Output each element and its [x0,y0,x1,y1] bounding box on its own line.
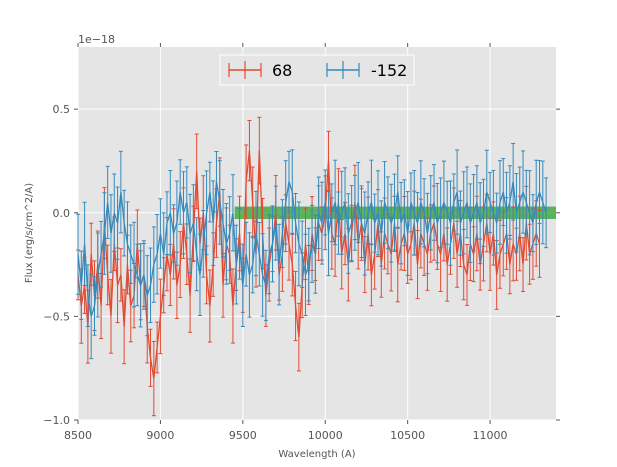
x-tick-label-4: 10500 [390,429,425,442]
x-tick-label-2: 9500 [229,429,257,442]
y-offset-label: 1e−18 [78,33,115,46]
legend: 68 -152 [219,54,415,86]
y-tick-label-0: −1.0 [43,414,70,427]
legend-item-68: 68 [228,61,292,80]
x-tick-label-5: 11000 [473,429,508,442]
y-axis-label: Flux (erg/s/cm^2/A) [24,183,35,283]
x-axis-label: Wavelength (A) [278,449,355,460]
legend-item-neg152: -152 [326,61,407,80]
x-tick-label-0: 8500 [64,429,92,442]
series-1 [76,142,549,360]
x-axis-ticks: 8500 9000 9500 10000 10500 11000 [64,43,508,442]
y-tick-label-1: −0.5 [43,310,70,323]
y-tick-label-3: 0.5 [53,103,71,116]
legend-label-68: 68 [272,61,292,80]
legend-label-neg152: -152 [371,61,407,80]
x-tick-label-1: 9000 [146,429,174,442]
y-axis-ticks: −1.0 −0.5 0.0 0.5 [43,103,560,427]
y-tick-label-2: 0.0 [53,207,71,220]
series-line-1 [77,181,547,317]
series-group [76,116,549,417]
x-tick-label-3: 10000 [308,429,343,442]
